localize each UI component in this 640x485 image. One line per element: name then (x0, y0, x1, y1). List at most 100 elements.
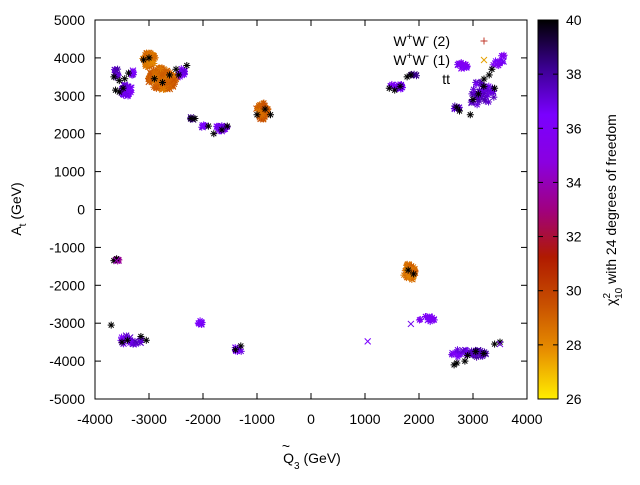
tt-point (391, 86, 399, 94)
tt-point (191, 115, 199, 123)
tt-point (115, 88, 123, 96)
legend-entry: W+W- (1) (393, 51, 488, 68)
tt-point (469, 96, 477, 104)
tt-point (485, 71, 493, 79)
tt-point (407, 71, 415, 79)
x-tick-label: 2000 (403, 411, 434, 427)
tt-point (474, 90, 482, 98)
y-tick-label: -1000 (49, 239, 85, 255)
tt-point (456, 107, 463, 115)
cluster-cross-point (459, 347, 467, 354)
tt-point (253, 111, 261, 119)
tt-point (166, 71, 174, 79)
tt-point (491, 340, 499, 348)
ww1-point (496, 340, 504, 348)
legend-marker (480, 75, 488, 83)
y-tick-label: 0 (77, 202, 85, 218)
tt-point (396, 82, 404, 90)
y-tick-label: -2000 (49, 277, 85, 293)
cluster-point (490, 93, 498, 101)
tt-point (464, 351, 472, 359)
colorbar-gradient (537, 19, 559, 400)
cluster-point (454, 353, 462, 361)
y-tick-label: 4000 (54, 50, 85, 66)
tt-point (145, 54, 153, 62)
x-axis-label: Q3 (GeV) (283, 450, 341, 472)
tt-point (204, 122, 212, 130)
tt-point (461, 357, 469, 365)
tt-point (121, 75, 129, 83)
tt-point (453, 103, 461, 111)
cluster-point (150, 83, 158, 91)
ww1-point (364, 338, 372, 345)
tt-point (410, 270, 418, 278)
tt-point (150, 75, 158, 83)
cluster-point (151, 54, 159, 62)
tt-point (137, 332, 145, 340)
x-tick-label: -1000 (239, 411, 275, 427)
cluster-cross-point (170, 76, 178, 84)
cluster-cross-point (159, 86, 166, 93)
tt-point (261, 105, 269, 113)
ww1-point (113, 257, 120, 265)
cluster-point (449, 350, 457, 358)
tt-point (172, 65, 180, 73)
cluster-point (462, 60, 470, 68)
ww1-point (407, 320, 415, 328)
legend-label: tt (442, 71, 450, 87)
ww1-point (456, 60, 463, 67)
colorbar-tick-label: 40 (566, 12, 582, 28)
cluster-cross-point (113, 67, 120, 74)
tt-point (183, 61, 191, 69)
cluster-cross-point (157, 65, 164, 72)
cluster-cross-point (143, 60, 151, 68)
cluster-point (255, 102, 263, 110)
cluster-point (130, 68, 138, 76)
cluster-point (159, 85, 167, 93)
y-axis: -5000 -4000 -3000 -2000 -1000 0 1000 2000 3000 40… (49, 12, 527, 407)
tt-point (175, 71, 183, 79)
x-tick-label: -2000 (185, 411, 221, 427)
y-tick-label: -4000 (49, 353, 85, 369)
tt-point (404, 266, 412, 274)
y-tick-label: 2000 (54, 126, 85, 142)
colorbar-tick-label: 30 (566, 283, 582, 299)
colorbar: 26 28 30 32 34 36 38 40 (537, 12, 582, 407)
tt-point (267, 111, 274, 119)
legend-label: W+W- (1) (393, 51, 450, 68)
y-tick-label: 3000 (54, 88, 85, 104)
tt-point (142, 336, 150, 344)
colorbar-tick-label: 28 (566, 337, 582, 353)
tt-point (480, 82, 488, 90)
y-axis-label: At (GeV) (8, 182, 29, 235)
cluster-cross-point (430, 316, 438, 323)
tt-point (231, 346, 239, 354)
tt-point (480, 350, 488, 358)
tt-point (472, 348, 480, 356)
legend-entry: W+W- (2) (393, 32, 488, 49)
cluster-point (259, 111, 267, 119)
colorbar-label: χ210 with 24 degrees of freedom (602, 114, 625, 306)
cluster-cross-point (500, 58, 507, 65)
legend: W+W- (2) W+W- (1) tt (393, 32, 488, 87)
cluster-point (416, 315, 424, 323)
tt-point (118, 338, 126, 346)
colorbar-tick-label: 34 (566, 174, 582, 190)
tt-point (491, 84, 499, 92)
tt-point (223, 122, 231, 130)
cluster-cross-point (180, 67, 188, 75)
tt-point (466, 111, 474, 119)
cluster-point (500, 51, 508, 59)
tt-point (124, 69, 132, 77)
colorbar-tick-label: 36 (566, 120, 582, 136)
tt-point (210, 130, 218, 138)
tt-point (123, 336, 131, 344)
tt-point (115, 77, 123, 85)
cluster-point (127, 89, 135, 97)
tt-point (159, 79, 166, 87)
tt-point (140, 56, 148, 64)
tt-point (385, 84, 393, 92)
y-tick-label: 1000 (54, 164, 85, 180)
